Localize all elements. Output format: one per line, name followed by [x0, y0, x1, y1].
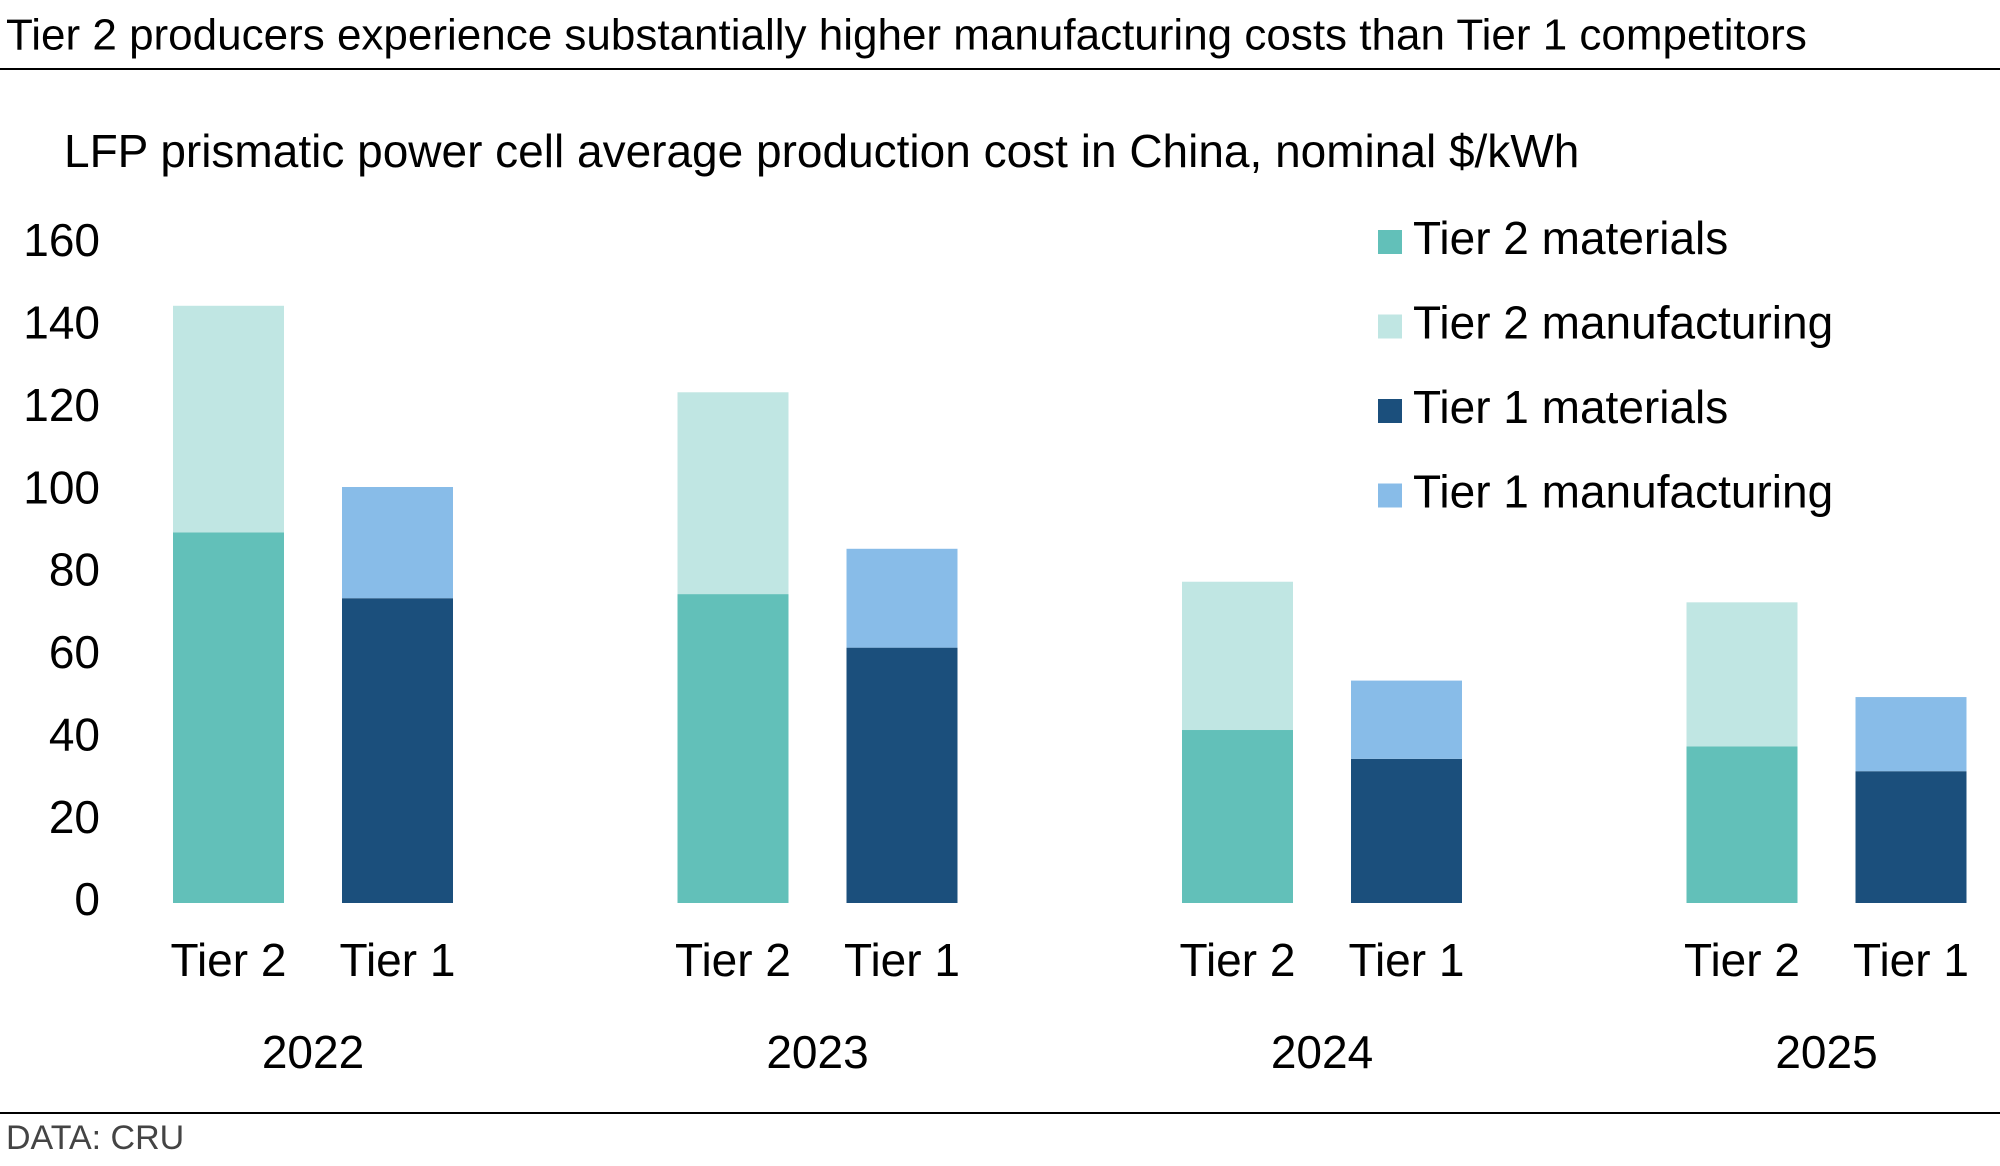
bar-segment	[846, 647, 958, 903]
x-tick-label: 2022	[262, 1026, 364, 1078]
y-tick-label: 160	[23, 214, 100, 266]
bar-segment	[846, 548, 958, 648]
y-tick-label: 100	[23, 461, 100, 513]
bar-segment	[173, 532, 284, 903]
stack-label: Tier 2	[1180, 934, 1296, 986]
y-tick-label: 140	[23, 297, 100, 349]
x-tick-label: 2024	[1271, 1026, 1373, 1078]
bar-segment	[1351, 680, 1462, 759]
x-tick-label: 2023	[766, 1026, 868, 1078]
bar-segment	[1182, 730, 1293, 903]
stack-label: Tier 2	[1684, 934, 1800, 986]
bar-segment	[1182, 581, 1293, 731]
bar-segment	[677, 392, 789, 595]
bar-segment	[1686, 602, 1798, 747]
legend-swatch	[1378, 230, 1402, 254]
stack-label: Tier 1	[1349, 934, 1465, 986]
y-tick-label: 60	[49, 626, 100, 678]
y-tick-label: 80	[49, 544, 100, 596]
y-tick-label: 20	[49, 791, 100, 843]
stack-label: Tier 2	[675, 934, 791, 986]
y-tick-label: 120	[23, 379, 100, 431]
bar-segment	[1351, 758, 1462, 903]
stack-label: Tier 1	[844, 934, 960, 986]
legend-swatch	[1378, 399, 1402, 423]
source: DATA: CRU	[6, 1119, 184, 1157]
legend-swatch	[1378, 483, 1402, 508]
y-tick-label: 0	[74, 873, 100, 925]
bar-segment	[1686, 746, 1798, 903]
bar-segment	[342, 487, 453, 599]
x-tick-label: 2025	[1775, 1026, 1877, 1078]
legend-label: Tier 2 manufacturing	[1413, 297, 1833, 349]
bar-segment	[173, 305, 284, 533]
y-tick-label: 40	[49, 708, 100, 760]
legend-label: Tier 1 manufacturing	[1413, 466, 1833, 518]
stack-label: Tier 2	[171, 934, 287, 986]
bar-segment	[342, 598, 453, 903]
stack-label: Tier 1	[1853, 934, 1969, 986]
chart-subtitle: LFP prismatic power cell average product…	[64, 125, 1579, 177]
bar-segment	[1855, 697, 1967, 772]
legend-swatch	[1378, 314, 1402, 339]
chart-title: Tier 2 producers experience substantiall…	[6, 11, 1807, 60]
bar-segment	[677, 594, 789, 903]
stack-label: Tier 1	[340, 934, 456, 986]
legend-label: Tier 1 materials	[1413, 381, 1728, 433]
legend-label: Tier 2 materials	[1413, 212, 1728, 264]
bar-segment	[1855, 771, 1967, 903]
